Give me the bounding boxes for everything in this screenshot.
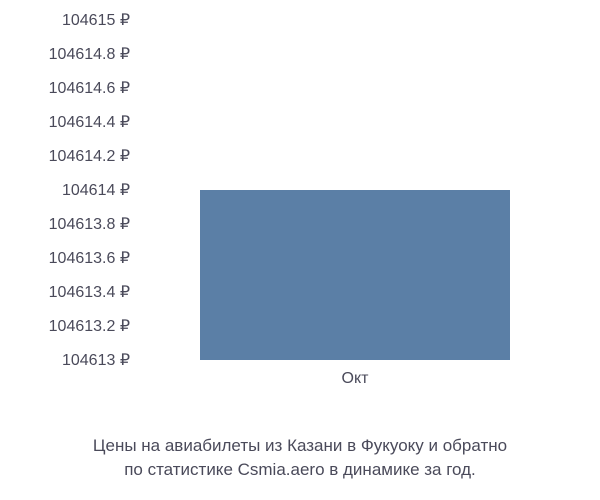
x-tick-label: Окт — [342, 370, 369, 388]
y-tick-label: 104613.8 ₽ — [49, 214, 130, 234]
y-tick-label: 104614.6 ₽ — [49, 78, 130, 98]
y-tick-label: 104614 ₽ — [62, 180, 130, 200]
y-tick-label: 104614.4 ₽ — [49, 112, 130, 132]
plot-area — [140, 20, 570, 360]
y-tick-label: 104614.2 ₽ — [49, 146, 130, 166]
y-tick-label: 104613.6 ₽ — [49, 248, 130, 268]
caption-line2: по статистике Csmia.aero в динамике за г… — [0, 458, 600, 482]
y-tick-label: 104613.4 ₽ — [49, 282, 130, 302]
y-axis: 104615 ₽104614.8 ₽104614.6 ₽104614.4 ₽10… — [0, 20, 135, 360]
y-tick-label: 104613.2 ₽ — [49, 316, 130, 336]
chart-caption: Цены на авиабилеты из Казани в Фукуоку и… — [0, 434, 600, 482]
chart-container: 104615 ₽ 104614.8 ₽ 104614.6 ₽ 104614.4 ₽ 10… — [0, 0, 600, 420]
y-tick-label: 104615 ₽ — [62, 10, 130, 30]
y-tick-label: 104613 ₽ — [62, 350, 130, 370]
y-tick-label: 104614.8 ₽ — [49, 44, 130, 64]
bar — [200, 190, 510, 360]
caption-line1: Цены на авиабилеты из Казани в Фукуоку и… — [0, 434, 600, 458]
x-axis: Окт — [140, 370, 570, 400]
